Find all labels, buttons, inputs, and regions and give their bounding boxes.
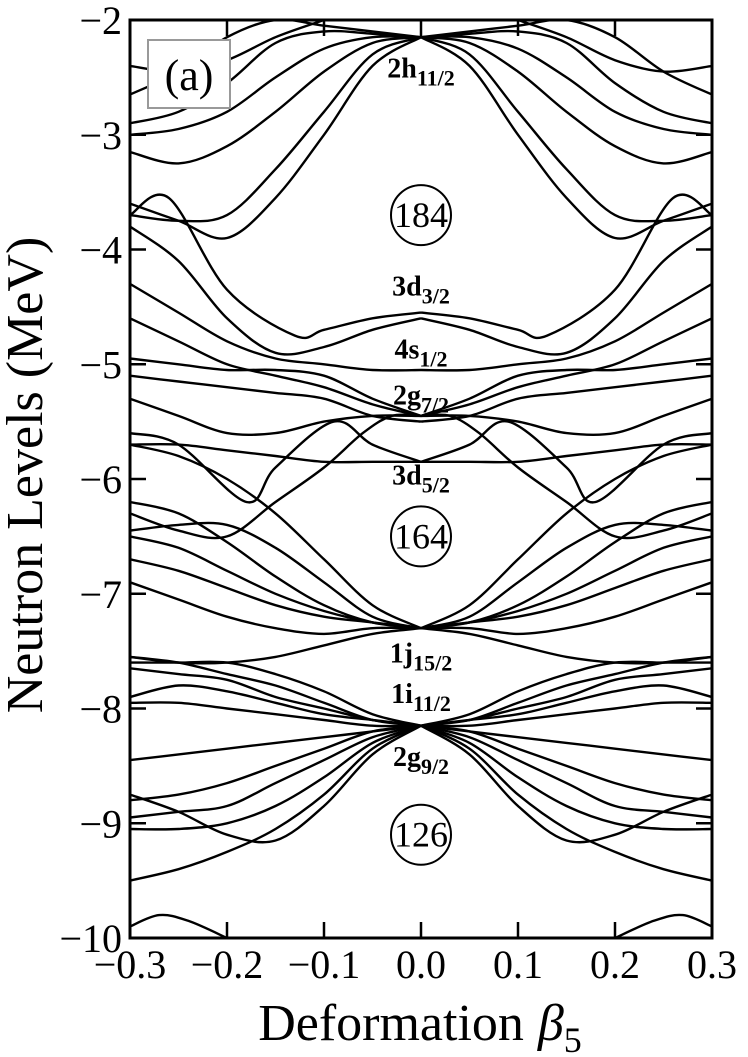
level-curve-23-left	[130, 627, 422, 665]
level-curve-34-left	[130, 724, 422, 844]
level-curve-13-left	[130, 397, 422, 437]
level-curve-28-left	[130, 701, 422, 728]
x-tick-label: 0.1	[493, 942, 543, 987]
level-curve-0-right	[420, 36, 712, 165]
x-tick-label: −0.3	[94, 942, 167, 987]
y-axis-label: Neutron Levels (MeV)	[0, 237, 54, 714]
y-tick-label: −10	[59, 916, 122, 961]
x-tick-label: −0.2	[191, 942, 264, 987]
orbital-label: 2g7/2	[393, 380, 449, 417]
level-curve-2-left	[130, 29, 422, 125]
level-curve-24-right	[420, 660, 712, 727]
orbital-label: 2g9/2	[393, 742, 449, 779]
level-curve-26-left	[130, 667, 422, 727]
y-tick-label: −6	[79, 457, 122, 502]
x-axis-label-symbol: β	[537, 995, 564, 1052]
level-curve-34-right	[420, 724, 712, 844]
level-curve-28-right	[420, 701, 712, 728]
level-curve-22-left	[130, 581, 422, 636]
magic-number-label: 184	[394, 195, 448, 235]
magic-number-circle	[390, 505, 452, 568]
level-curve-18-left	[130, 521, 422, 630]
level-curve-11-right	[420, 317, 712, 418]
level-curve-20-right	[420, 535, 712, 630]
level-curve-13-right	[420, 397, 712, 437]
level-curve-7-right	[420, 193, 712, 340]
level-curve-35-right	[614, 913, 712, 938]
level-curves	[130, 20, 712, 938]
orbital-label: 1j15/2	[390, 639, 452, 676]
level-curve-9-right	[420, 282, 712, 372]
level-curve-3-right	[420, 20, 712, 96]
x-axis-label-subscript: 5	[564, 1020, 582, 1057]
y-tick-label: −3	[79, 113, 122, 158]
level-curve-2-right	[420, 29, 712, 125]
level-curve-17-left	[130, 443, 422, 630]
magic-number-circle	[390, 184, 452, 247]
orbital-label: 2h11/2	[387, 53, 454, 90]
y-tick-label: −8	[79, 687, 122, 732]
level-curve-10-left	[130, 357, 422, 418]
level-curve-18-right	[420, 521, 712, 630]
level-curve-23-right	[420, 627, 712, 665]
level-curve-11-left	[130, 317, 422, 418]
level-curve-32-right	[420, 724, 712, 831]
level-curve-1-left	[130, 35, 422, 136]
orbital-label: 4s1/2	[394, 335, 447, 372]
x-tick-label: 0.0	[396, 942, 446, 987]
y-tick-label: −4	[79, 228, 122, 273]
level-curve-17-right	[420, 443, 712, 630]
axis-ticks: −10 −9 −8 −7 −6 −5 −4 −3 −2 −0.3 −0.2 −0.1 0.0 0.1 0.2…	[59, 0, 737, 987]
level-curve-1-right	[420, 35, 712, 136]
level-curve-27-right	[420, 684, 712, 727]
level-curve-21-right	[420, 558, 712, 630]
level-curve-16-left	[130, 413, 422, 540]
level-curve-8-left	[130, 225, 422, 356]
level-curve-33-right	[420, 724, 712, 882]
y-tick-label: −9	[79, 801, 122, 846]
panel-label: (a)	[165, 51, 214, 100]
panel-label-box: (a)	[147, 39, 231, 109]
level-curve-10-right	[420, 357, 712, 418]
level-curve-16-right	[420, 413, 712, 540]
level-curve-15-right	[421, 442, 712, 464]
level-curve-30-right	[420, 724, 712, 802]
level-curve-9-left	[130, 282, 422, 372]
y-tick-label: −5	[79, 342, 122, 387]
level-curve-5-right	[420, 36, 712, 240]
magic-number-circle	[390, 803, 452, 866]
magic-number-label: 164	[394, 516, 448, 556]
level-curve-32-left	[130, 724, 422, 831]
level-curve-33-left	[130, 724, 422, 882]
level-curve-21-left	[130, 558, 422, 630]
x-tick-label: 0.3	[687, 942, 737, 987]
y-tick-label: −7	[79, 572, 122, 617]
level-curve-24-left	[130, 660, 422, 727]
level-curve-7-left	[130, 193, 422, 340]
x-axis-label-text: Deformation	[258, 995, 524, 1052]
magic-number-label: 126	[394, 815, 448, 855]
level-curve-0-left	[130, 36, 422, 165]
y-tick-label: −2	[79, 0, 122, 43]
level-curve-22-right	[420, 581, 712, 636]
level-curve-27-left	[130, 684, 422, 727]
x-tick-label: −0.1	[288, 942, 361, 987]
x-axis-label: Deformation β5	[258, 995, 582, 1057]
level-curve-26-right	[420, 667, 712, 727]
level-curve-20-left	[130, 535, 422, 630]
orbital-label: 1i11/2	[391, 679, 451, 716]
orbital-label: 3d5/2	[392, 461, 450, 498]
level-curve-5-left	[130, 36, 422, 240]
orbital-label: 3d3/2	[392, 271, 450, 308]
level-curve-15-left	[130, 442, 421, 464]
level-curve-35-left	[130, 913, 228, 938]
level-curve-30-left	[130, 724, 422, 802]
level-curve-8-right	[420, 225, 712, 356]
x-tick-label: 0.2	[590, 942, 640, 987]
level-curve-6-right	[517, 20, 712, 73]
